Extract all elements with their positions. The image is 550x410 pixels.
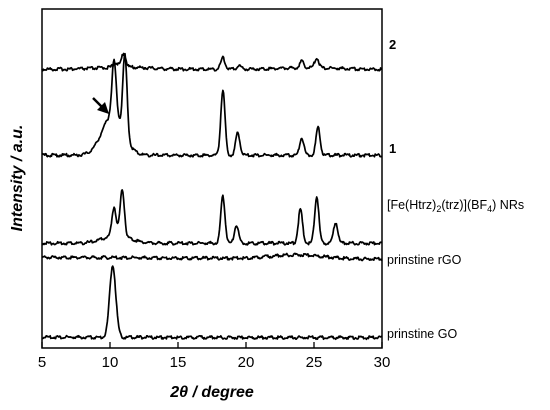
series-label-2: 2: [389, 37, 396, 52]
trace-2: [41, 52, 383, 72]
y-axis-title: Intensity / a.u.: [9, 125, 26, 232]
trace-1: [41, 52, 383, 158]
trace-pristine-go: [41, 265, 383, 341]
x-tick-label: 10: [102, 354, 119, 371]
plot-frame: [41, 8, 383, 349]
x-tick-label: 5: [38, 354, 46, 371]
x-tick-label: 20: [238, 354, 255, 371]
trace-fe-htrz-nrs: [41, 189, 383, 246]
series-label-fe-htrz-nrs: [Fe(Htrz)2(trz)](BF4) NRs: [387, 198, 524, 214]
x-axis-ticks: 5 10 15 20 25 30: [38, 342, 391, 371]
x-tick-label: 30: [374, 354, 391, 371]
series-label-pristine-rgo: prinstine rGO: [387, 253, 462, 267]
arrow-annotation: [92, 97, 109, 114]
x-tick-label: 25: [306, 354, 323, 371]
trace-pristine-rgo: [41, 252, 383, 262]
series-label-pristine-go: prinstine GO: [387, 327, 457, 341]
x-tick-label: 15: [170, 354, 187, 371]
series-label-1: 1: [389, 141, 396, 156]
x-axis-title: 2θ / degree: [169, 384, 254, 401]
